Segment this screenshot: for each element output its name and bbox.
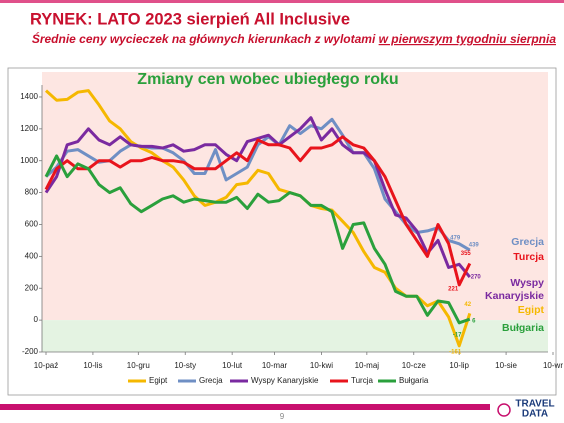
logo-icon	[497, 403, 511, 417]
negative-zone	[42, 320, 548, 352]
x-tick-label: 10-kwi	[310, 361, 333, 370]
subtitle-underlined: w pierwszym tygodniu sierpnia	[379, 32, 557, 46]
plot: Zmiany cen wobec ubiegłego roku -200 0 200 4…	[20, 71, 563, 385]
series-line	[44, 135, 472, 287]
x-tick-label: 10-sty	[174, 361, 196, 370]
data-label: 221	[448, 286, 459, 292]
data-label: 479	[450, 235, 461, 241]
x-tick-label: 10-gru	[127, 361, 150, 370]
y-tick-label: 600	[25, 220, 39, 229]
subtitle-text: Średnie ceny wycieczek na głównych kieru…	[32, 31, 379, 46]
x-tick-label: 10-paź	[34, 361, 58, 370]
positive-zone	[42, 72, 548, 321]
y-tick-label: -200	[22, 347, 39, 356]
series-annotation: Turcja	[513, 251, 544, 263]
y-tick-label: 0	[34, 315, 39, 324]
data-label: -17	[453, 332, 462, 338]
legend-label: Turcja	[351, 376, 373, 385]
data-label: 42	[464, 302, 471, 308]
series-line	[44, 154, 471, 325]
y-tick-label: 1400	[20, 92, 38, 101]
legend-label: Egipt	[149, 376, 168, 385]
y-tick-label: 1000	[20, 156, 38, 165]
top-bar	[0, 0, 564, 3]
logo-text: DATA	[522, 409, 548, 420]
x-tick-label: 10-lis	[83, 361, 102, 370]
bottom-bar	[0, 404, 490, 410]
x-tick-label: 10-lut	[222, 361, 243, 370]
data-label: 439	[469, 243, 480, 249]
slide-subtitle: Średnie ceny wycieczek na głównych kieru…	[32, 31, 557, 46]
series-annotation: Wyspy	[510, 277, 544, 289]
x-tick-label: 10-lip	[449, 361, 469, 370]
page-number: 9	[280, 412, 285, 421]
y-tick-label: 800	[25, 188, 39, 197]
x-tick-label: 10-wr	[543, 361, 563, 370]
legend-label: Wyspy Kanaryjskie	[251, 376, 319, 385]
logo-text: TRAVEL	[515, 399, 554, 410]
data-label: 270	[471, 275, 482, 281]
series-line	[44, 89, 472, 348]
y-tick-label: 400	[25, 251, 39, 260]
y-tick-label: 200	[25, 283, 39, 292]
x-tick-label: 10-sie	[495, 361, 517, 370]
data-label: 6	[472, 319, 476, 325]
series-annotation: Egipt	[518, 304, 545, 316]
x-tick-label: 10-maj	[355, 361, 380, 370]
slide-title: RYNEK: LATO 2023 sierpień All Inclusive	[30, 10, 350, 28]
legend-label: Grecja	[199, 376, 223, 385]
x-tick-label: 10-mar	[262, 361, 288, 370]
data-label: 355	[461, 251, 472, 257]
data-label: -161	[449, 349, 462, 355]
legend-label: Bułgaria	[399, 376, 429, 385]
y-tick-label: 1200	[20, 124, 38, 133]
series-annotation: Grecja	[511, 236, 544, 248]
series-line	[44, 116, 471, 279]
chart-title: Zmiany cen wobec ubiegłego roku	[137, 71, 398, 88]
series-annotation: Bułgaria	[502, 322, 544, 334]
x-tick-label: 10-cze	[402, 361, 427, 370]
series-annotation: Kanaryjskie	[485, 290, 544, 302]
